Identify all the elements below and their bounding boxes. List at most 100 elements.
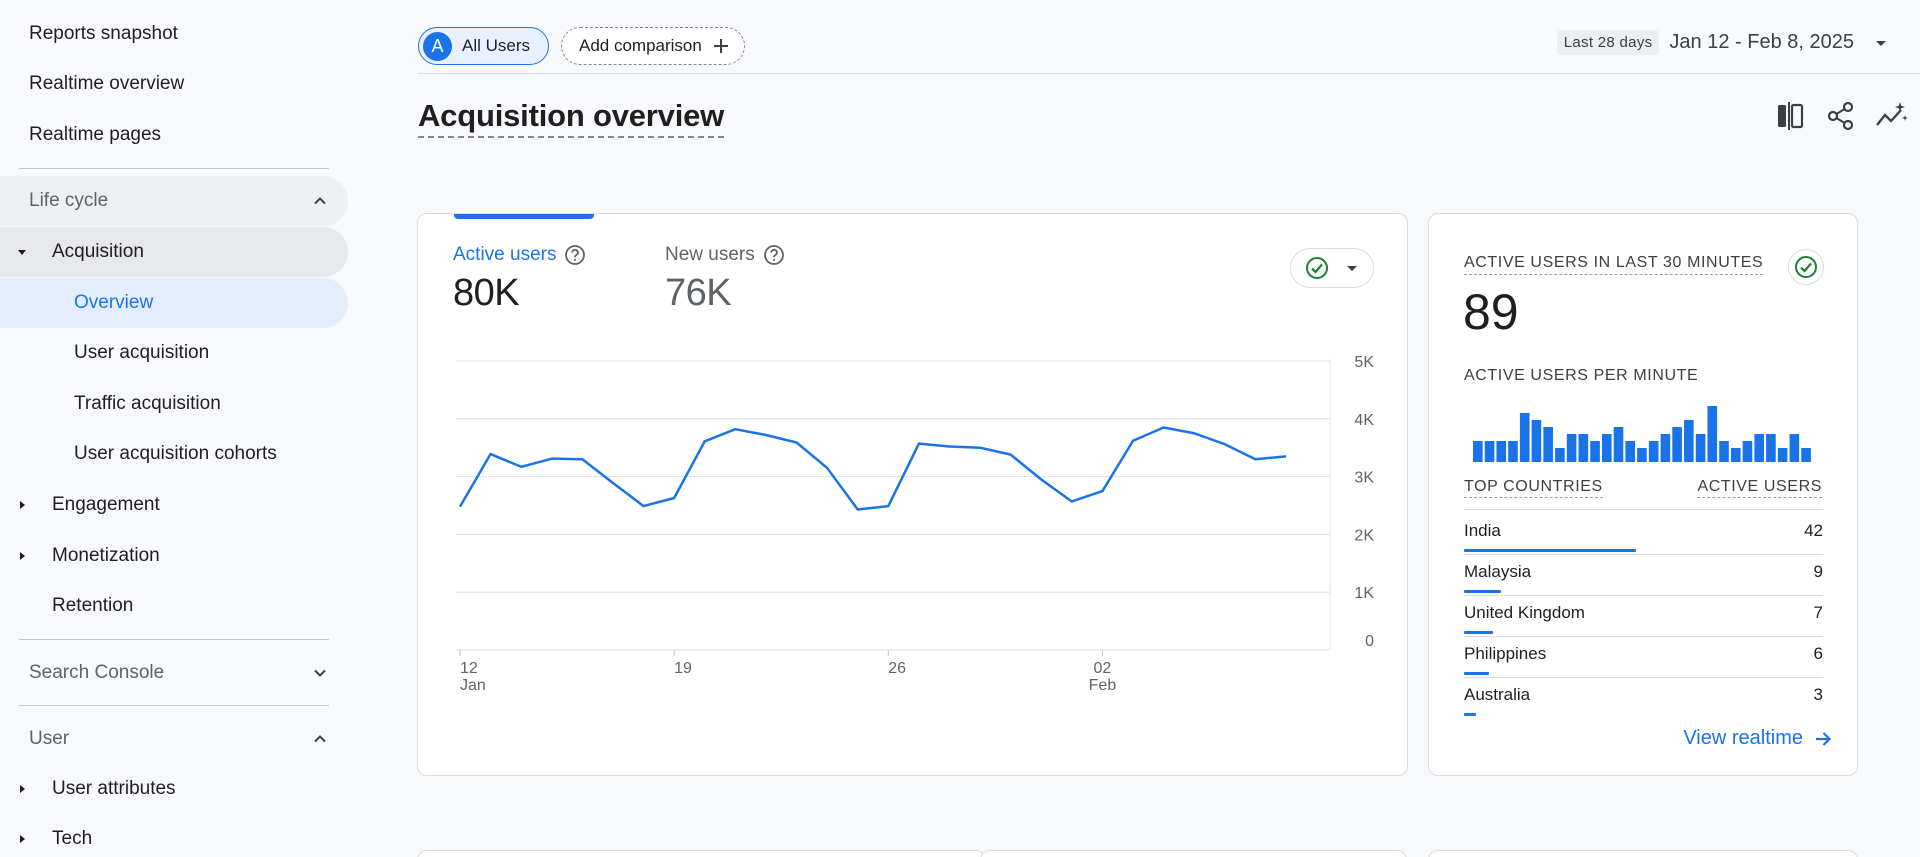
realtime-heading: ACTIVE USERS IN LAST 30 MINUTES — [1464, 254, 1764, 275]
check-circle-icon — [1795, 256, 1817, 278]
sidebar-item-acquisition[interactable]: Acquisition — [0, 227, 348, 277]
y-tick-label: 0 — [1365, 633, 1374, 650]
sidebar-item-label: User acquisition cohorts — [74, 443, 277, 464]
share-icon[interactable] — [1824, 99, 1858, 133]
plus-icon — [713, 39, 728, 53]
segment-chip-all-users[interactable]: A All Users — [418, 27, 550, 65]
per-minute-bar — [1766, 434, 1776, 462]
segment-label: All Users — [462, 36, 531, 55]
sidebar-item-realtime-pages[interactable]: Realtime pages — [0, 110, 348, 160]
per-minute-bar — [1637, 448, 1647, 462]
sidebar-divider — [19, 639, 329, 640]
per-minute-bar — [1555, 448, 1565, 462]
bottom-card — [980, 850, 1407, 857]
sidebar-item-tech[interactable]: Tech — [0, 814, 348, 857]
sidebar-section-search-console[interactable]: Search Console — [0, 648, 348, 698]
sidebar-section-lifecycle[interactable]: Life cycle — [0, 176, 348, 226]
sidebar-nav: Reports snapshot Realtime overview Realt… — [0, 0, 348, 857]
per-minute-bar — [1730, 448, 1741, 462]
help-icon[interactable] — [564, 244, 586, 266]
x-tick-month-label: Feb — [1089, 677, 1117, 694]
table-row: Malaysia 9 — [1464, 554, 1823, 594]
help-icon[interactable] — [763, 244, 785, 266]
realtime-status-button[interactable] — [1788, 249, 1824, 285]
country-active-users: 7 — [1813, 603, 1823, 622]
check-circle-icon — [1306, 257, 1328, 279]
y-tick-label: 1K — [1354, 585, 1374, 602]
sidebar-section-label: Life cycle — [29, 190, 109, 211]
sidebar-item-retention[interactable]: Retention — [0, 581, 348, 631]
per-minute-bar — [1672, 427, 1682, 462]
sidebar-item-label: User attributes — [52, 778, 176, 799]
series-line-active-users — [458, 426, 1287, 511]
sidebar-item-engagement[interactable]: Engagement — [0, 480, 348, 530]
tab-active-users[interactable]: Active users 80K — [453, 244, 586, 315]
y-tick-label: 2K — [1354, 527, 1374, 544]
compare-columns-icon[interactable] — [1773, 99, 1807, 133]
per-minute-bar — [1754, 434, 1764, 462]
chevron-up-icon — [314, 735, 326, 743]
data-quality-dropdown[interactable] — [1290, 248, 1374, 288]
sidebar-item-user-acquisition-cohorts[interactable]: User acquisition cohorts — [0, 429, 348, 479]
per-minute-bar — [1707, 406, 1718, 462]
top-countries-header: TOP COUNTRIES — [1464, 478, 1603, 498]
sidebar-item-realtime-overview[interactable]: Realtime overview — [0, 59, 348, 109]
sidebar-item-label: Realtime overview — [29, 73, 185, 94]
per-minute-bar — [1684, 420, 1694, 462]
per-minute-bar-chart — [1473, 406, 1811, 462]
realtime-card: ACTIVE USERS IN LAST 30 MINUTES 89 ACTIV… — [1428, 213, 1858, 776]
date-range-picker[interactable]: Last 28 days Jan 12 - Feb 8, 2025 — [1556, 30, 1892, 55]
sidebar-item-user-acquisition[interactable]: User acquisition — [0, 328, 348, 378]
table-row: Philippines 6 — [1464, 636, 1823, 676]
per-minute-bar — [1566, 434, 1577, 462]
caret-down-icon — [16, 246, 28, 258]
view-realtime-link[interactable]: View realtime — [1683, 727, 1833, 750]
per-minute-bar — [1473, 441, 1483, 462]
per-minute-bar — [1789, 434, 1800, 462]
sidebar-item-label: Traffic acquisition — [74, 393, 221, 414]
per-minute-bar — [1519, 413, 1530, 462]
country-active-users: 9 — [1813, 562, 1823, 581]
sidebar-section-user[interactable]: User — [0, 714, 348, 764]
insights-icon[interactable] — [1874, 99, 1908, 133]
metric-value: 80K — [453, 272, 520, 314]
sidebar-item-label: Monetization — [52, 545, 160, 566]
per-minute-bar — [1742, 441, 1753, 462]
chevron-up-icon — [314, 197, 326, 205]
sidebar-item-reports-snapshot[interactable]: Reports snapshot — [0, 9, 348, 59]
y-tick-label: 5K — [1354, 354, 1374, 371]
toolbar-divider — [418, 73, 1920, 74]
sidebar-item-traffic-acquisition[interactable]: Traffic acquisition — [0, 379, 348, 429]
caret-down-icon — [1347, 266, 1357, 271]
tab-new-users[interactable]: New users 76K — [665, 244, 785, 315]
sidebar-item-label: Realtime pages — [29, 124, 162, 145]
sidebar-item-overview[interactable]: Overview — [0, 278, 348, 328]
country-name: India — [1464, 521, 1501, 540]
caret-down-icon — [1876, 40, 1886, 46]
y-tick-label: 3K — [1354, 470, 1374, 487]
country-active-users: 42 — [1804, 521, 1823, 540]
arrow-right-icon — [1816, 731, 1832, 746]
y-tick-label: 4K — [1354, 412, 1374, 429]
sidebar-item-label: Acquisition — [52, 241, 144, 262]
sidebar-item-label: Reports snapshot — [29, 23, 178, 44]
per-minute-bar — [1578, 434, 1589, 462]
x-tick-label: 02 — [1094, 660, 1112, 677]
per-minute-bar — [1508, 441, 1518, 462]
per-minute-bar — [1777, 448, 1788, 462]
table-row: United Kingdom 7 — [1464, 595, 1823, 635]
table-row-divider — [1464, 554, 1823, 555]
per-minute-bar — [1531, 420, 1542, 462]
table-row-divider — [1464, 636, 1823, 637]
per-minute-label: ACTIVE USERS PER MINUTE — [1464, 367, 1699, 384]
add-comparison-button[interactable]: Add comparison — [561, 27, 745, 65]
country-share-bar — [1464, 713, 1477, 716]
table-row-divider — [1464, 677, 1823, 678]
sidebar-item-monetization[interactable]: Monetization — [0, 531, 348, 581]
page-title: Acquisition overview — [418, 98, 724, 138]
country-name: Australia — [1464, 685, 1531, 704]
country-share-bar — [1464, 549, 1636, 552]
sidebar-section-label: User — [29, 728, 70, 749]
sidebar-item-user-attributes[interactable]: User attributes — [0, 764, 348, 814]
